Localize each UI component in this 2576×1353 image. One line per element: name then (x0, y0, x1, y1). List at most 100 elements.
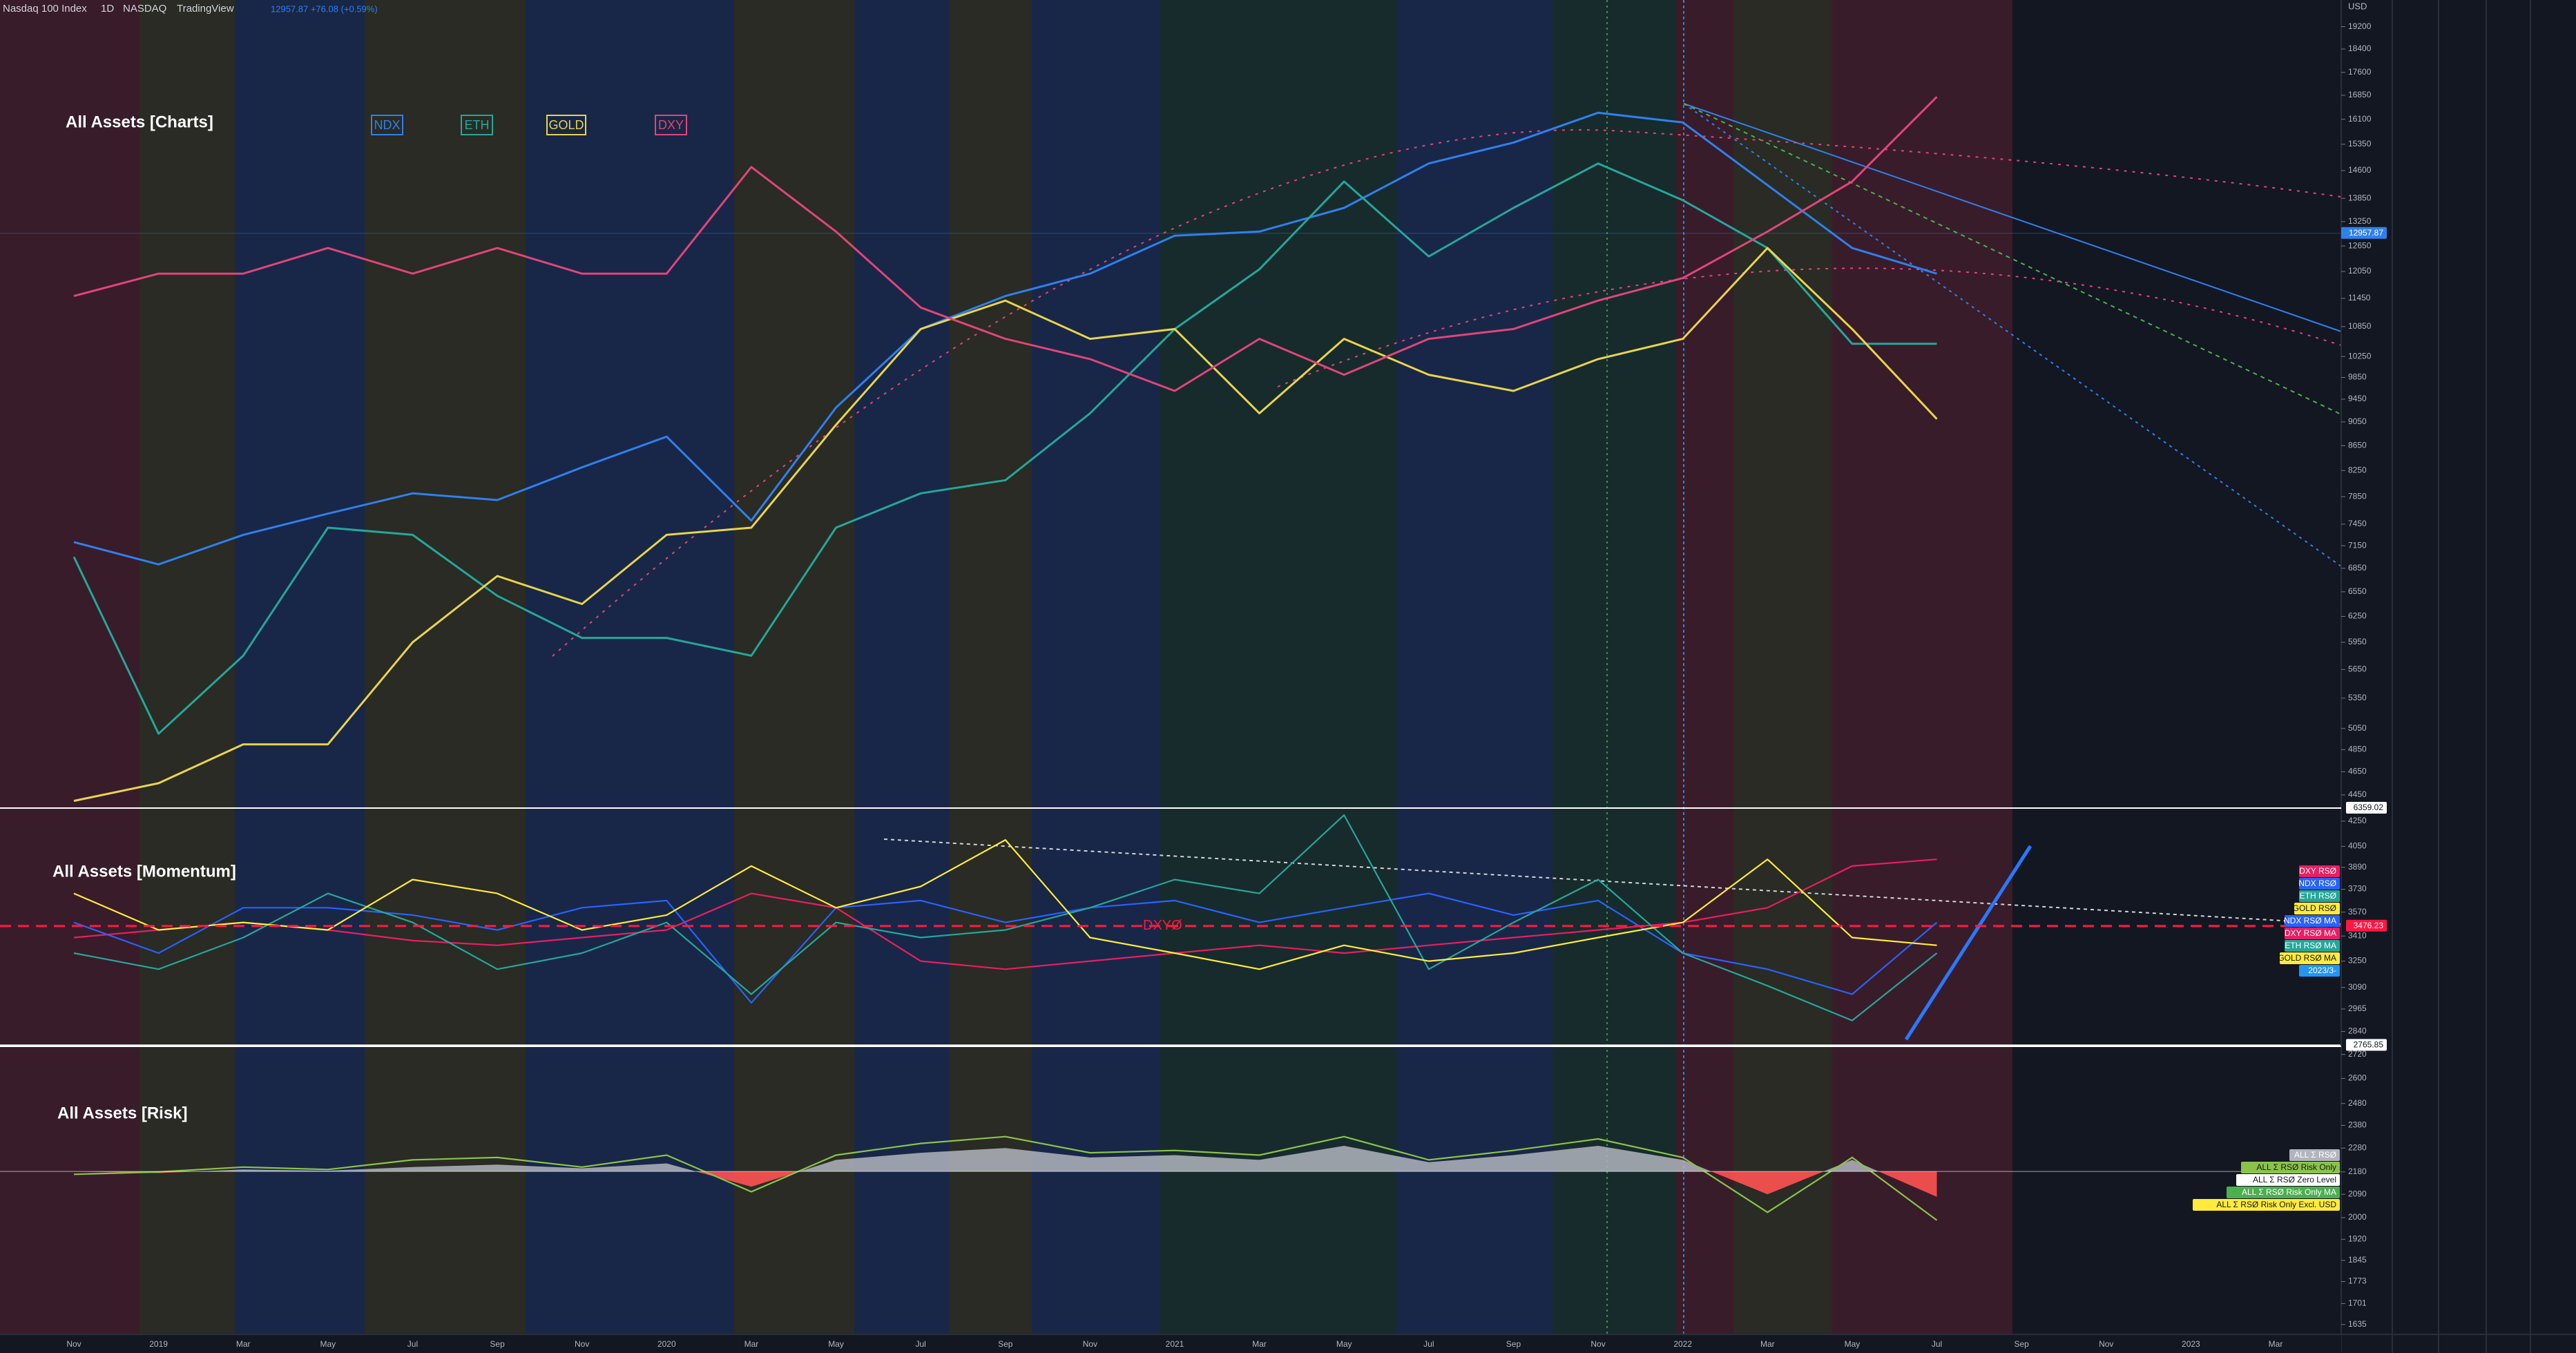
y-tick-label: 7450 (2348, 519, 2367, 528)
interval: 1D (101, 3, 114, 15)
level-label-bg (2346, 1039, 2387, 1051)
y-tick-label: 8250 (2348, 465, 2367, 474)
x-tick-label: Jul (407, 1339, 418, 1349)
series-tag: GOLD RSØ MA (2278, 953, 2336, 963)
regime-band (0, 0, 140, 1334)
y-tick-label: 16100 (2348, 114, 2372, 124)
drawings (552, 0, 2342, 1334)
x-tick-label: 2023 (2182, 1339, 2200, 1349)
legend-label: ETH (465, 118, 490, 132)
separator-label-bg (2346, 802, 2387, 814)
level-label: 3476.23 (2354, 921, 2384, 930)
curve (1277, 267, 2342, 387)
y-tick-label: 6550 (2348, 586, 2367, 596)
y-tick-label: 7850 (2348, 491, 2367, 501)
series-line (73, 162, 1937, 735)
y-tick-label: 16850 (2348, 90, 2372, 99)
y-tick-label: 2600 (2348, 1073, 2367, 1083)
trend-line (1683, 103, 2342, 415)
pane-title: All Assets [Charts] (66, 113, 213, 131)
regime-band (854, 0, 950, 1334)
regime-band (140, 0, 235, 1334)
regime-band (1160, 0, 1396, 1334)
x-tick-label: May (1336, 1339, 1352, 1349)
x-tick-label: 2019 (149, 1339, 168, 1349)
regime-band (1733, 0, 1832, 1334)
y-tick-label: 4650 (2348, 767, 2367, 776)
y-tick-label: 5050 (2348, 723, 2367, 733)
legend-label: GOLD (548, 118, 584, 132)
x-tick-label: May (320, 1339, 336, 1349)
series-tag: ETH RSØ MA (2285, 941, 2336, 950)
series-tag-bg (2299, 890, 2340, 902)
series-tag: ALL Σ RSØ Risk Only MA (2242, 1187, 2336, 1197)
series-tag-bg (2236, 1174, 2340, 1186)
x-tick-label: Nov (66, 1339, 81, 1349)
x-tick-label: Mar (2269, 1339, 2283, 1349)
x-tick-label: Sep (998, 1339, 1013, 1349)
series-tag: DXY RSØ MA (2285, 928, 2336, 938)
x-tick-label: Mar (236, 1339, 251, 1349)
x-tick-label: Nov (575, 1339, 589, 1349)
pane-title: All Assets [Risk] (57, 1104, 188, 1122)
time-axis (0, 1334, 2341, 1353)
x-tick-label: May (828, 1339, 844, 1349)
y-tick-label: 3730 (2348, 884, 2367, 894)
legend-label: DXY (658, 118, 684, 132)
series-tag: ALL Σ RSØ Risk Only (2256, 1162, 2336, 1172)
regime-band (1396, 0, 1553, 1334)
y-tick-label: 4450 (2348, 789, 2367, 799)
series-tag-bg (2227, 1187, 2340, 1198)
source: TradingView (177, 3, 234, 15)
y-tick-label: 10850 (2348, 321, 2372, 331)
y-tick-label: 1920 (2348, 1234, 2367, 1244)
legend-box (655, 115, 687, 135)
trend-line (883, 838, 2342, 925)
series-tag-bg (2285, 940, 2340, 952)
y-tick-label: 1635 (2348, 1319, 2367, 1329)
y-tick-label: 2720 (2348, 1049, 2367, 1059)
regime-band (365, 0, 526, 1334)
regime-band (235, 0, 365, 1334)
series-tag: NDX RSØ (2298, 879, 2336, 888)
y-tick-label: 12650 (2348, 240, 2372, 250)
series-tag: ALL Σ RSØ Risk Only Excl. USD (2216, 1200, 2336, 1209)
x-tick-label: Mar (744, 1339, 759, 1349)
legend-box (546, 115, 586, 135)
y-tick-label: 2180 (2348, 1167, 2367, 1176)
regime-band (1032, 0, 1160, 1334)
x-tick-label: Nov (1590, 1339, 1605, 1349)
series-tag-bg (2285, 915, 2340, 927)
series-tag-bg (2193, 1199, 2340, 1211)
y-tick-label: 4850 (2348, 745, 2367, 754)
legend-label: NDX (374, 118, 400, 132)
y-tick-label: 5350 (2348, 693, 2367, 702)
level-label: 2765.85 (2354, 1040, 2384, 1050)
x-tick-label: Sep (2014, 1339, 2029, 1349)
pane-title: All Assets [Momentum] (52, 862, 236, 881)
x-tick-label: Sep (490, 1339, 505, 1349)
x-tick-label: 2021 (1166, 1339, 1184, 1349)
trend-line (1683, 103, 2342, 567)
y-tick-label: 7150 (2348, 540, 2367, 550)
level-label: 12957.87 (2349, 228, 2383, 238)
trend-line (1683, 103, 2342, 332)
symbol: Nasdaq 100 Index (3, 3, 87, 15)
y-tick-label: 17600 (2348, 67, 2372, 77)
x-tick-label: Jul (1932, 1339, 1942, 1349)
risk-area-negative (74, 1171, 1937, 1197)
regime-band (950, 0, 1032, 1334)
series-tag-bg (2241, 1162, 2340, 1173)
y-tick-label: 2965 (2348, 1004, 2367, 1013)
x-tick-label: 2022 (1673, 1339, 1692, 1349)
series-line (73, 839, 1937, 970)
axis-panel (2341, 0, 2576, 1353)
y-tick-label: 2280 (2348, 1142, 2367, 1152)
y-tick-label: 4250 (2348, 816, 2367, 825)
y-tick-label: 12050 (2348, 266, 2372, 276)
series-line (73, 858, 1937, 970)
axis-unit: USD (2348, 1, 2367, 11)
